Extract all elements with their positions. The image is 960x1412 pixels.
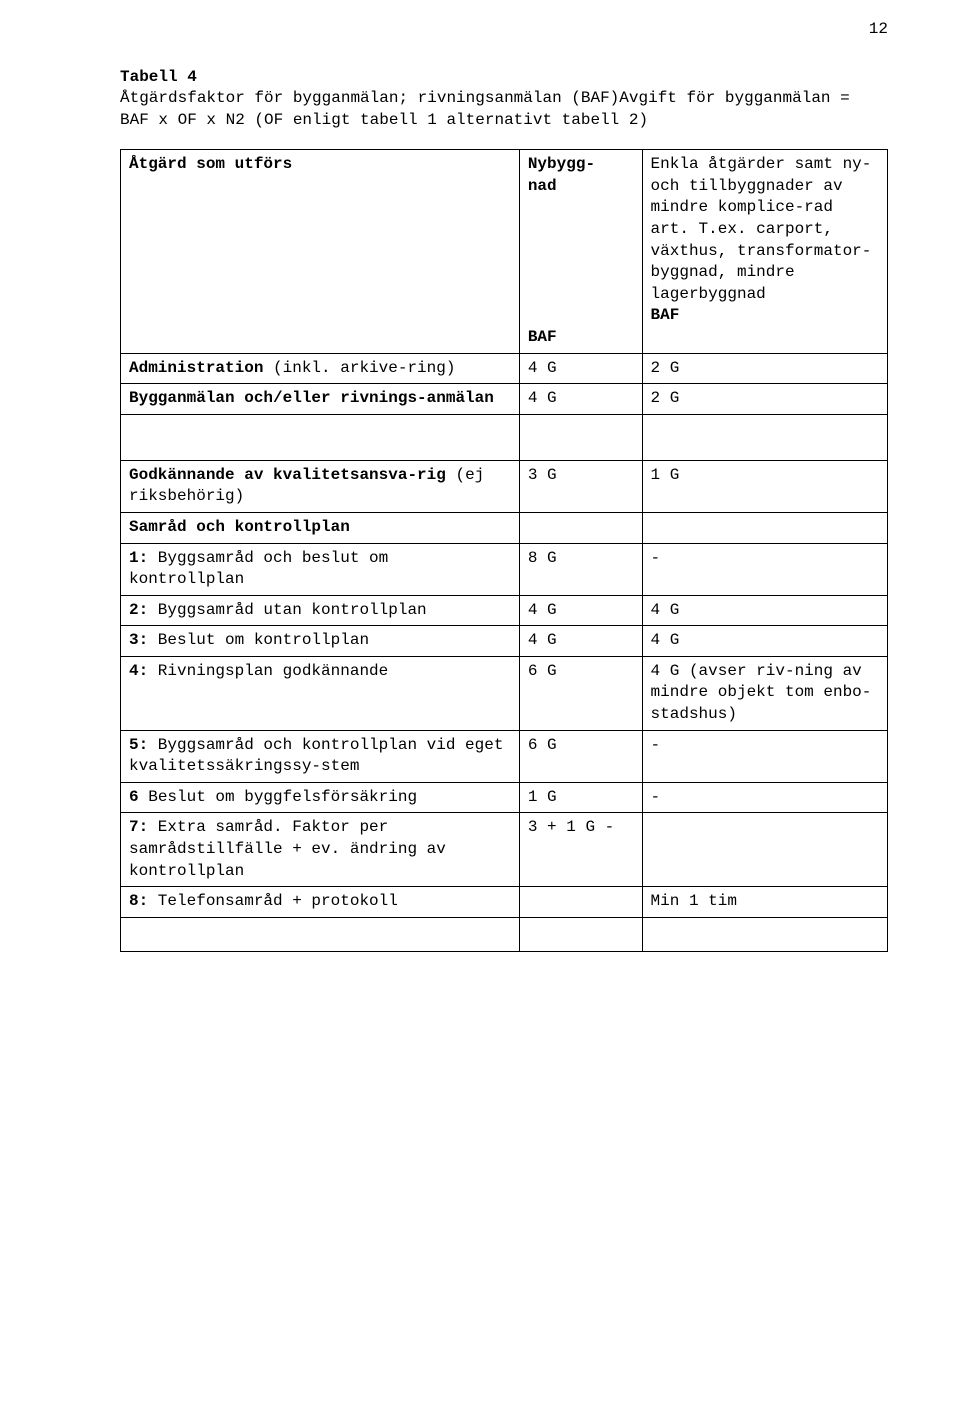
row-prefix: 7: <box>129 818 148 836</box>
cell: 7: Extra samråd. Faktor per samrådstillf… <box>121 813 520 887</box>
cell: 1: Byggsamråd och beslut om kontrollplan <box>121 543 520 595</box>
cell: 1 G <box>519 782 642 813</box>
cell-bold: Samråd och kontrollplan <box>129 518 350 536</box>
table-row: 7: Extra samråd. Faktor per samrådstillf… <box>121 813 888 887</box>
cell: 4 G <box>642 626 887 657</box>
cell <box>519 512 642 543</box>
empty-cell <box>642 414 887 460</box>
empty-cell <box>519 414 642 460</box>
table-row: Godkännande av kvalitetsansva-rig (ej ri… <box>121 460 888 512</box>
cell: 4 G <box>642 595 887 626</box>
cell: Administration (inkl. arkive-ring) <box>121 353 520 384</box>
table-row: 5: Byggsamråd och kontrollplan vid eget … <box>121 730 888 782</box>
row-rest: Byggsamråd utan kontrollplan <box>148 601 426 619</box>
table-row: 1: Byggsamråd och beslut om kontrollplan… <box>121 543 888 595</box>
row-prefix: 8: <box>129 892 148 910</box>
cell: 4: Rivningsplan godkännande <box>121 656 520 730</box>
table-row: Samråd och kontrollplan <box>121 512 888 543</box>
cell: 5: Byggsamråd och kontrollplan vid eget … <box>121 730 520 782</box>
cell: 4 G <box>519 384 642 415</box>
cell: - <box>642 730 887 782</box>
row-prefix: 5: <box>129 736 148 754</box>
cell: Samråd och kontrollplan <box>121 512 520 543</box>
cell: 3 + 1 G - <box>519 813 642 887</box>
row-rest: Byggsamråd och kontrollplan vid eget kva… <box>129 736 503 776</box>
table-row: 2: Byggsamråd utan kontrollplan 4 G 4 G <box>121 595 888 626</box>
cell <box>642 813 887 887</box>
cell: 3: Beslut om kontrollplan <box>121 626 520 657</box>
row-prefix: 1: <box>129 549 148 567</box>
row-prefix: 2: <box>129 601 148 619</box>
row-rest: Rivningsplan godkännande <box>148 662 388 680</box>
cell <box>519 887 642 918</box>
row-rest: Byggsamråd och beslut om kontrollplan <box>129 549 388 589</box>
table-heading: Tabell 4 <box>120 68 888 86</box>
cell: 2 G <box>642 353 887 384</box>
header-col3: Enkla åtgärder samt ny- och tillbyggnade… <box>642 150 887 353</box>
cell: 4 G <box>519 595 642 626</box>
cell: - <box>642 782 887 813</box>
table-row: 3: Beslut om kontrollplan 4 G 4 G <box>121 626 888 657</box>
cell-bold: Godkännande av kvalitetsansva-rig <box>129 466 446 484</box>
header-col1: Åtgärd som utförs <box>121 150 520 353</box>
row-rest: Extra samråd. Faktor per samrådstillfäll… <box>129 818 446 879</box>
cell: - <box>642 543 887 595</box>
header-col2-line2: BAF <box>528 328 557 346</box>
empty-cell <box>519 917 642 951</box>
cell: 2: Byggsamråd utan kontrollplan <box>121 595 520 626</box>
cell: 2 G <box>642 384 887 415</box>
row-prefix: 6 <box>129 788 139 806</box>
page: 12 Tabell 4 Åtgärdsfaktor för bygganmäla… <box>0 0 960 992</box>
cell: 4 G <box>519 626 642 657</box>
table-row: Administration (inkl. arkive-ring) 4 G 2… <box>121 353 888 384</box>
row-prefix: 4: <box>129 662 148 680</box>
cell-plain: (inkl. arkive-ring) <box>263 359 455 377</box>
empty-cell <box>121 414 520 460</box>
spacer-row <box>121 414 888 460</box>
cell: 6 G <box>519 730 642 782</box>
cell: 3 G <box>519 460 642 512</box>
empty-cell <box>642 917 887 951</box>
table-intro: Åtgärdsfaktor för bygganmälan; rivningsa… <box>120 88 888 131</box>
table-row: 8: Telefonsamråd + protokoll Min 1 tim <box>121 887 888 918</box>
header-col2: Nybygg- nad BAF <box>519 150 642 353</box>
cell-bold: Bygganmälan och/eller rivnings-anmälan <box>129 389 494 407</box>
header-col3-text: Enkla åtgärder samt ny- och tillbyggnade… <box>651 155 872 303</box>
cell: Godkännande av kvalitetsansva-rig (ej ri… <box>121 460 520 512</box>
cell: 8: Telefonsamråd + protokoll <box>121 887 520 918</box>
empty-cell <box>121 917 520 951</box>
table-header-row: Åtgärd som utförs Nybygg- nad BAF Enkla … <box>121 150 888 353</box>
cell: Bygganmälan och/eller rivnings-anmälan <box>121 384 520 415</box>
row-rest: Beslut om byggfelsförsäkring <box>139 788 417 806</box>
cell: 8 G <box>519 543 642 595</box>
spacer-row <box>121 917 888 951</box>
main-table: Åtgärd som utförs Nybygg- nad BAF Enkla … <box>120 149 888 952</box>
cell: 1 G <box>642 460 887 512</box>
cell: 4 G (avser riv-ning av mindre objekt tom… <box>642 656 887 730</box>
table-row: Bygganmälan och/eller rivnings-anmälan 4… <box>121 384 888 415</box>
header-col1-text: Åtgärd som utförs <box>129 155 292 173</box>
cell: 6 G <box>519 656 642 730</box>
table-row: 6 Beslut om byggfelsförsäkring 1 G - <box>121 782 888 813</box>
row-rest: Beslut om kontrollplan <box>148 631 369 649</box>
header-col3-baf: BAF <box>651 306 680 324</box>
row-rest: Telefonsamråd + protokoll <box>148 892 398 910</box>
header-col2-line1: Nybygg- nad <box>528 155 595 195</box>
table-row: 4: Rivningsplan godkännande 6 G 4 G (avs… <box>121 656 888 730</box>
cell: 4 G <box>519 353 642 384</box>
cell: Min 1 tim <box>642 887 887 918</box>
cell-bold: Administration <box>129 359 263 377</box>
page-number: 12 <box>869 20 888 38</box>
cell: 6 Beslut om byggfelsförsäkring <box>121 782 520 813</box>
row-prefix: 3: <box>129 631 148 649</box>
cell <box>642 512 887 543</box>
